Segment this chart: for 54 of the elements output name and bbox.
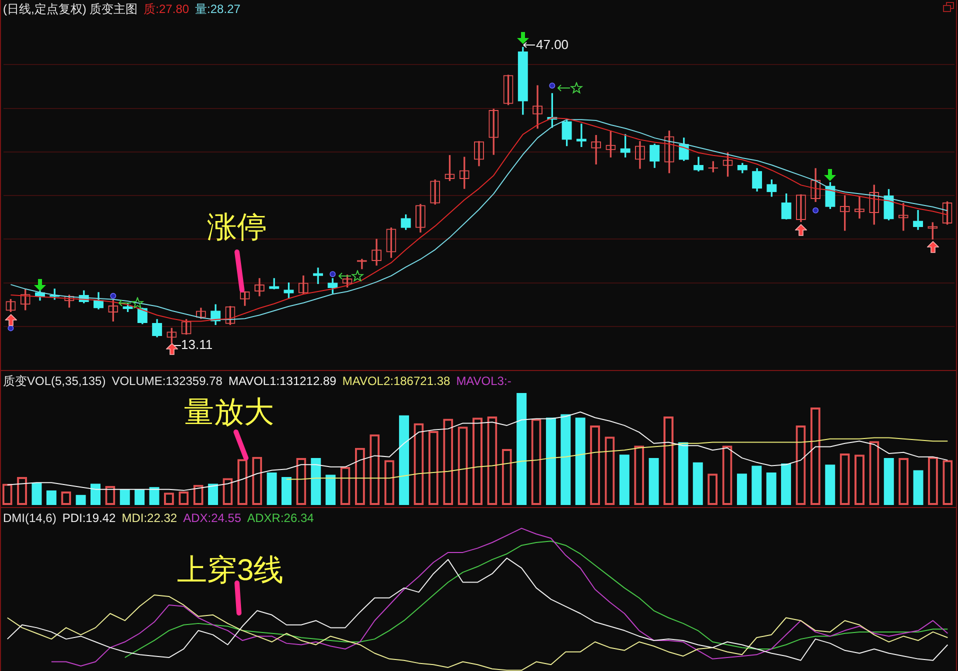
bar [619,454,630,505]
text: ADXR:26.34 [247,511,314,525]
bar [781,464,792,505]
point [549,82,556,89]
chart-title: DMI(14,6) [3,511,56,525]
bar [913,470,924,505]
text: 质:27.80 [144,2,190,16]
point [110,292,116,299]
point [8,325,14,332]
bar [546,418,556,505]
bar [134,489,145,505]
text: VOLUME:132359.78 [112,374,222,388]
text: MDI:22.32 [122,511,178,525]
bar [208,484,218,505]
text: ADX:24.55 [183,511,242,525]
bar [648,458,659,505]
chart-title: 质变VOL(5,35,135) [3,374,106,388]
bar [884,458,894,505]
text: MAVOL1:131212.89 [228,374,336,388]
chart-title: (日线,定点复权) 质变主图 [3,2,138,16]
legend-label: MAVOL3:- [456,374,512,388]
point [330,271,336,278]
annotation: 量放大 [184,396,274,430]
bar [266,472,277,505]
bar [825,464,836,505]
bar [575,418,586,505]
text: MAVOL2:186721.38 [342,374,450,388]
bar [678,442,688,505]
bar [692,462,703,505]
bar [120,489,130,505]
bar [560,414,571,505]
bar [32,482,42,505]
annotation: 13.11 [181,337,213,352]
annotation: 上穿3线 [177,554,284,588]
text: PDI:19.42 [62,511,116,525]
bar [516,392,527,505]
candlestick [576,124,586,147]
bar [90,484,100,505]
bar [282,476,292,505]
bar [752,466,762,505]
annotation: 47.00 [536,37,569,52]
bar [736,474,747,505]
bar [76,494,86,505]
text: 量:28.27 [195,2,240,16]
bar [2,484,12,505]
bar [766,472,776,505]
bar [46,490,56,505]
point [812,207,819,214]
bar [149,487,160,505]
annotation: 涨停 [207,211,267,245]
bar [310,458,321,505]
candlestick [313,268,324,284]
bar [399,415,410,505]
bar [326,474,336,505]
